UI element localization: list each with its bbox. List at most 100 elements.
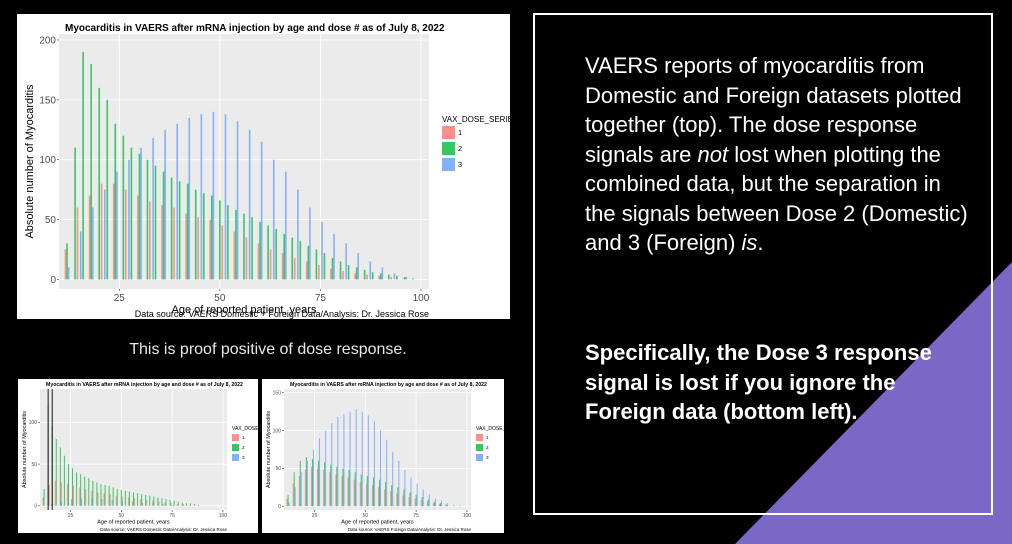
bar-dose-2	[387, 274, 390, 280]
bar-dose-1	[445, 504, 447, 507]
bar-dose-3	[392, 451, 394, 507]
bar-dose-3	[152, 138, 154, 280]
bar-dose-1	[384, 489, 386, 507]
legend-title: VAX_DOSE_SERIES	[442, 115, 510, 124]
bar-dose-1	[127, 497, 129, 506]
bar-dose-3	[297, 189, 299, 280]
bar-dose-3	[333, 233, 335, 280]
bar-dose-3	[121, 500, 123, 506]
bar-dose-2	[371, 272, 374, 280]
bar-dose-1	[347, 477, 349, 507]
bar-dose-1	[378, 487, 380, 507]
bar-dose-3	[405, 277, 408, 280]
bar-dose-3	[128, 159, 130, 280]
bar-dose-2	[141, 494, 143, 506]
bar-dose-1	[317, 468, 319, 507]
legend-key-2	[232, 444, 239, 451]
legend-key-3	[442, 158, 455, 171]
bar-dose-2	[145, 494, 147, 506]
bar-dose-2	[421, 497, 423, 507]
bar-dose-3	[131, 501, 133, 506]
bar-dose-1	[269, 249, 272, 280]
bar-dose-1	[161, 205, 163, 280]
legend-label: 3	[458, 160, 462, 169]
bar-dose-3	[67, 267, 70, 280]
bar-dose-1	[396, 493, 398, 507]
bar-dose-2	[202, 193, 205, 280]
bar-dose-1	[85, 489, 87, 506]
legend-label: 1	[458, 128, 462, 137]
bar-dose-3	[248, 129, 251, 280]
y-tick-label: 0	[34, 504, 37, 510]
bar-dose-2	[173, 500, 175, 506]
plot-panel	[40, 389, 227, 510]
bar-dose-3	[319, 438, 321, 507]
bar-dose-1	[146, 499, 148, 506]
bar-dose-1	[221, 225, 224, 280]
bar-dose-3	[182, 504, 184, 506]
bar-dose-3	[142, 502, 144, 506]
bar-dose-3	[188, 117, 191, 280]
bar-dose-1	[88, 195, 91, 280]
bar-dose-2	[198, 504, 200, 506]
bar-dose-2	[267, 225, 269, 280]
bar-dose-1	[158, 501, 160, 506]
bar-dose-2	[88, 478, 90, 506]
bar-dose-2	[243, 213, 245, 280]
chart-svg: Myocarditis in VAERS after mRNA injectio…	[22, 382, 258, 532]
bar-dose-2	[146, 159, 149, 280]
bar-dose-2	[114, 123, 117, 280]
bar-dose-2	[63, 455, 65, 506]
bar-dose-3	[224, 114, 227, 280]
bar-dose-3	[428, 494, 430, 507]
bar-dose-3	[116, 171, 118, 280]
bar-dose-1	[335, 474, 337, 507]
legend-key-1	[476, 434, 483, 441]
bar-dose-3	[357, 253, 360, 280]
bar-dose-2	[124, 490, 126, 506]
bar-dose-2	[108, 485, 110, 506]
bar-dose-3	[50, 504, 52, 506]
paragraph-1-part2: lost when plotting the combined data, bu…	[585, 141, 968, 256]
bar-dose-1	[408, 497, 410, 507]
bar-dose-2	[178, 181, 181, 280]
foreign-chart: Myocarditis in VAERS after mRNA injectio…	[262, 379, 504, 533]
bar-dose-1	[109, 494, 111, 506]
bar-dose-2	[149, 495, 151, 506]
bar-dose-1	[390, 277, 393, 280]
bar-dose-1	[233, 231, 236, 280]
caption-text: This is proof positive of dose response.	[129, 341, 407, 358]
bar-dose-1	[432, 503, 434, 507]
bar-dose-2	[339, 261, 342, 280]
bar-dose-2	[323, 253, 326, 280]
bar-dose-2	[354, 472, 356, 507]
plot-panel	[284, 389, 471, 510]
bar-dose-2	[446, 504, 448, 507]
bar-dose-1	[112, 183, 115, 280]
bar-dose-3	[381, 267, 384, 280]
bar-dose-2	[427, 499, 429, 507]
bar-dose-3	[60, 501, 62, 506]
bar-dose-1	[390, 491, 392, 507]
bar-dose-1	[197, 217, 199, 280]
bar-dose-1	[402, 495, 404, 507]
bar-dose-1	[42, 497, 44, 506]
bar-dose-1	[257, 243, 260, 280]
bar-dose-2	[162, 171, 165, 280]
y-tick-label: 150	[39, 95, 56, 106]
text-box: VAERS reports of myocarditis from Domest…	[533, 13, 993, 515]
x-tick-label: 100	[463, 513, 472, 519]
y-tick-label: 100	[29, 420, 38, 426]
bar-dose-1	[293, 257, 296, 280]
bar-dose-1	[310, 466, 312, 507]
bar-dose-2	[342, 468, 344, 507]
legend-label: 2	[486, 445, 489, 450]
paragraph-1-em2: is	[741, 230, 758, 255]
bar-dose-2	[330, 464, 332, 507]
x-tick-label: 50	[119, 513, 125, 519]
bar-dose-2	[397, 487, 399, 507]
bar-dose-1	[359, 482, 361, 507]
bar-dose-2	[385, 482, 387, 507]
bar-dose-2	[193, 504, 195, 506]
bar-dose-3	[393, 273, 396, 280]
